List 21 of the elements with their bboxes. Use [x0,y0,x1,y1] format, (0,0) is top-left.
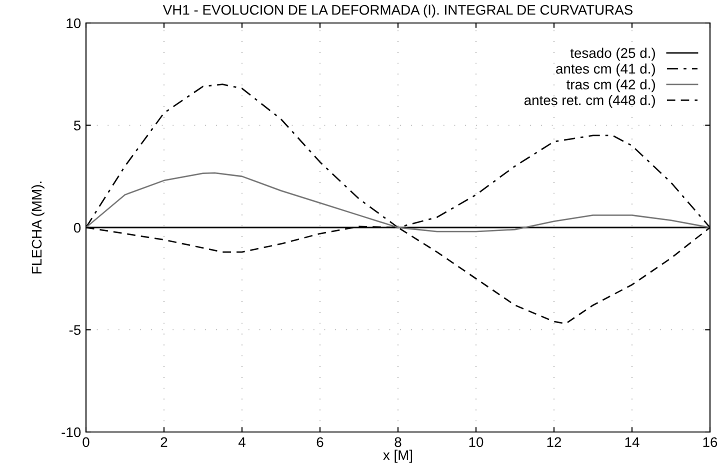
x-tick-label: 16 [703,437,718,448]
x-tick-label: 6 [316,437,324,448]
x-tick-label: 4 [238,437,246,447]
chart-title: VH1 - EVOLUCION DE LA DEFORMADA (I). INTEGRAL DE CURVATURAS [162,4,632,18]
x-axis-title: x [M] [383,450,412,463]
legend-label: tesado (25 d.) [570,48,655,61]
y-tick-label: 0 [74,222,81,233]
x-tick-label: 10 [469,437,484,448]
x-tick-label: 14 [625,437,640,447]
y-tick-label: 5 [74,120,81,130]
legend-label: tras cm (42 d.) [566,79,655,92]
y-tick-label: -10 [62,427,81,438]
x-tick-label: 2 [160,437,168,447]
y-tick-label: -5 [69,325,81,335]
x-tick-label: 8 [394,437,402,448]
y-tick-label: 10 [66,18,81,28]
legend-label: antes ret. cm (448 d.) [524,94,655,108]
x-tick-label: 0 [82,437,90,448]
legend-label: antes cm (41 d.) [556,63,655,76]
y-axis-title: FLECHA (MM). [31,182,44,274]
x-tick-label: 12 [547,437,562,447]
